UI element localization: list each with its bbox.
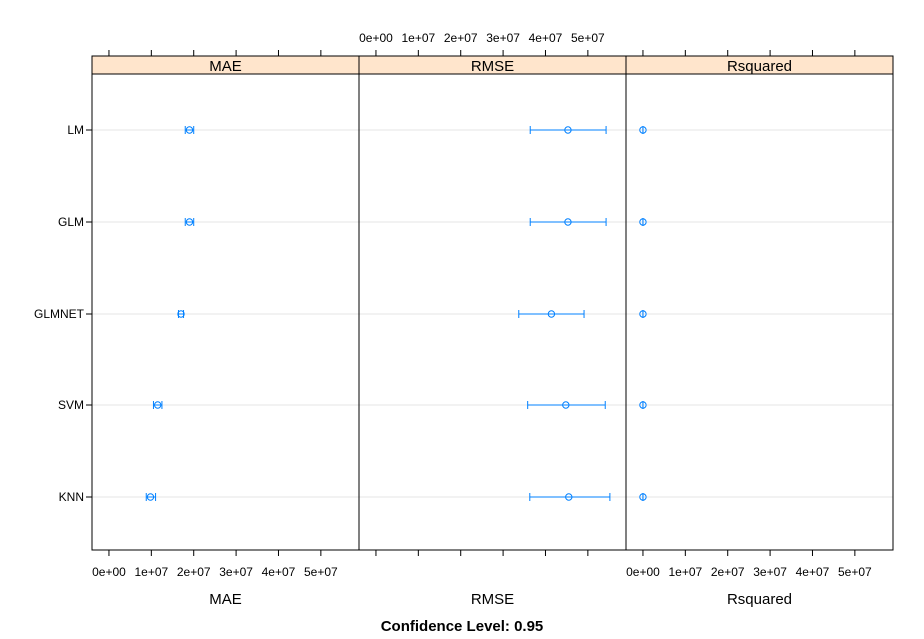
- row-label-layer: LM GLM GLMNET SVM KNN: [34, 123, 92, 504]
- panel-rsquared: [625, 73, 894, 551]
- x-axis-title-mae: MAE: [209, 591, 242, 608]
- x-tick-label: 4e+07: [796, 565, 830, 579]
- point-rsquared-glmnet: [639, 310, 647, 318]
- estimate-point: [185, 126, 194, 134]
- estimate-point: [547, 310, 556, 318]
- tick-layer: 0e+00 1e+07 2e+07 3e+07 4e+07 5e+07 MAE 0e+00 1e…: [92, 31, 872, 608]
- point-rmse-glmnet: [518, 310, 585, 318]
- x-axis-title-rmse: RMSE: [471, 591, 514, 608]
- estimate-point: [639, 493, 647, 501]
- panel-layer: MAE RMSE Rsquared: [91, 55, 894, 551]
- x-tick-label-top: 3e+07: [486, 31, 520, 45]
- x-tick-label-top: 2e+07: [444, 31, 478, 45]
- point-rsquared-svm: [639, 401, 647, 409]
- estimate-point: [639, 310, 647, 318]
- point-rsquared-glm: [639, 218, 647, 226]
- estimate-point: [177, 310, 185, 318]
- panel-mae: [91, 73, 360, 551]
- x-tick-label: 0e+00: [92, 565, 126, 579]
- point-rmse-svm: [527, 401, 606, 409]
- strip-label-rmse: RMSE: [471, 58, 514, 75]
- row-label-svm: SVM: [58, 398, 84, 412]
- x-tick-label: 1e+07: [668, 565, 702, 579]
- row-label-knn: KNN: [59, 490, 84, 504]
- x-tick-label: 1e+07: [134, 565, 168, 579]
- point-rmse-glm: [529, 218, 607, 226]
- estimate-point: [153, 401, 162, 409]
- x-axis-title-rsquared: Rsquared: [727, 591, 792, 608]
- point-mae-glmnet: [177, 310, 185, 318]
- mark-layer: [145, 126, 647, 501]
- x-tick-label: 3e+07: [219, 565, 253, 579]
- point-mae-lm: [184, 126, 195, 134]
- x-tick-label: 4e+07: [262, 565, 296, 579]
- strip-label-rsquared: Rsquared: [727, 58, 792, 75]
- x-tick-label-top: 5e+07: [571, 31, 605, 45]
- estimate-point: [146, 493, 155, 501]
- x-tick-label: 5e+07: [304, 565, 338, 579]
- x-tick-label: 5e+07: [838, 565, 872, 579]
- row-label-lm: LM: [67, 123, 84, 137]
- grid-layer: [92, 129, 893, 498]
- estimate-point: [565, 493, 573, 501]
- point-rmse-knn: [529, 493, 611, 501]
- row-label-glmnet: GLMNET: [34, 307, 85, 321]
- x-tick-label-top: 0e+00: [359, 31, 393, 45]
- point-rsquared-knn: [639, 493, 647, 501]
- estimate-point: [562, 401, 570, 409]
- chart-title: Confidence Level: 0.95: [381, 618, 544, 635]
- row-label-glm: GLM: [58, 215, 84, 229]
- point-mae-svm: [152, 401, 163, 409]
- point-mae-knn: [145, 493, 157, 501]
- estimate-point: [639, 401, 647, 409]
- x-tick-label: 0e+00: [626, 565, 660, 579]
- estimate-point: [564, 218, 572, 226]
- x-tick-label-top: 4e+07: [529, 31, 563, 45]
- x-tick-label-top: 1e+07: [401, 31, 435, 45]
- estimate-point: [185, 218, 194, 226]
- estimate-point: [564, 126, 572, 134]
- x-tick-label: 2e+07: [711, 565, 745, 579]
- estimate-point: [639, 218, 647, 226]
- point-rmse-lm: [529, 126, 607, 134]
- point-rsquared-lm: [639, 126, 647, 134]
- x-tick-label: 2e+07: [177, 565, 211, 579]
- estimate-point: [639, 126, 647, 134]
- panel-rmse: [358, 73, 627, 551]
- x-tick-label: 3e+07: [753, 565, 787, 579]
- point-mae-glm: [184, 218, 195, 226]
- strip-label-mae: MAE: [209, 58, 242, 75]
